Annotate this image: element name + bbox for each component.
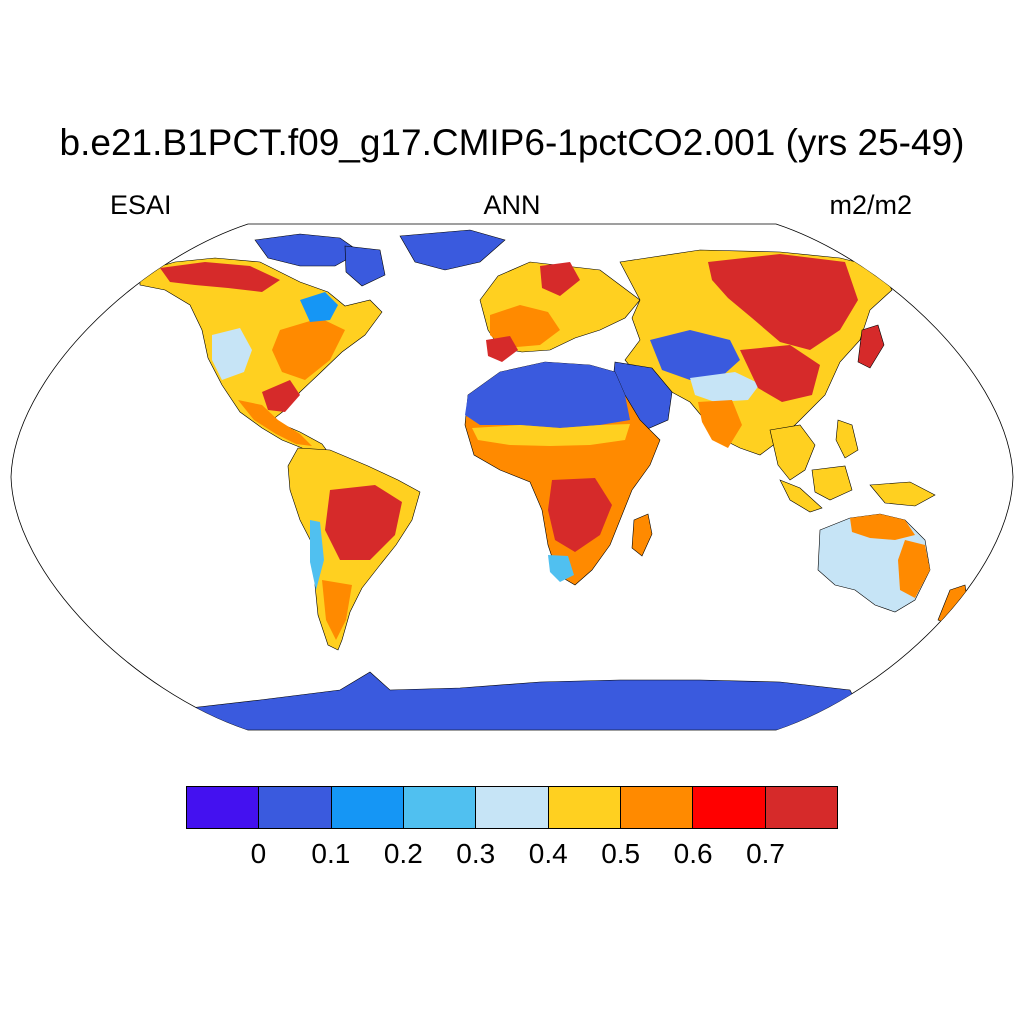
colorbar-tick-label: 0.4	[528, 838, 568, 869]
colorbar-box	[187, 787, 260, 828]
region-sahel	[472, 424, 630, 446]
colorbar-box	[259, 787, 332, 828]
island-baffin	[344, 245, 386, 287]
region-australia-east	[898, 540, 930, 598]
region-australia-north	[850, 514, 915, 540]
colorbar-box	[765, 787, 837, 828]
region-andes	[310, 520, 324, 590]
region-siberia	[708, 254, 858, 350]
region-na-red	[160, 262, 280, 292]
region-mexico	[238, 400, 312, 446]
island-madagascar	[631, 513, 653, 557]
region-africa-central	[548, 478, 612, 552]
island-greenland	[399, 229, 506, 271]
region-kalahari	[548, 555, 574, 582]
season-label: ANN	[483, 190, 541, 220]
colorbar-box	[693, 787, 766, 828]
colorbar-tick-label: 0.2	[383, 838, 423, 869]
region-na-east	[272, 318, 345, 380]
colorbar-tick-label: 0.7	[746, 838, 786, 869]
units-label: m2/m2	[829, 190, 912, 220]
region-hudson-bay	[300, 292, 338, 322]
region-china	[740, 345, 820, 402]
island-borneo	[811, 465, 853, 501]
colorbar-tick-label: 0	[250, 838, 267, 869]
region-india	[698, 400, 742, 448]
colorbar-tick-label: 0.1	[311, 838, 351, 869]
island-philippines	[835, 419, 859, 459]
region-scandinavia	[540, 262, 580, 296]
variable-label: ESAI	[110, 190, 172, 220]
island-new-guinea	[869, 481, 936, 507]
colorbar-tick-label: 0.3	[456, 838, 496, 869]
region-patagonia	[322, 580, 352, 640]
region-sahara	[465, 362, 630, 428]
colorbar-tick-label: 0.5	[601, 838, 641, 869]
continent-antarctica	[189, 671, 871, 730]
region-brazil	[325, 485, 402, 560]
region-central-asia	[650, 330, 740, 380]
region-iberia	[486, 336, 518, 362]
region-na-southeast	[262, 380, 300, 412]
region-indochina	[769, 424, 816, 481]
colorbar-box	[331, 787, 404, 828]
colorbar-box	[620, 787, 694, 828]
colorbar-box	[476, 787, 549, 828]
colorbar-box	[403, 787, 477, 828]
figure-title: b.e21.B1PCT.f09_g17.CMIP6-1pctCO2.001 (y…	[59, 122, 965, 163]
colorbar	[186, 786, 838, 829]
island-japan	[857, 324, 885, 369]
region-tibet	[690, 372, 760, 402]
colorbar-tick-label: 0.6	[673, 838, 713, 869]
region-na-west	[212, 328, 252, 380]
island-sumatra	[779, 479, 823, 513]
colorbar-box	[548, 787, 621, 828]
